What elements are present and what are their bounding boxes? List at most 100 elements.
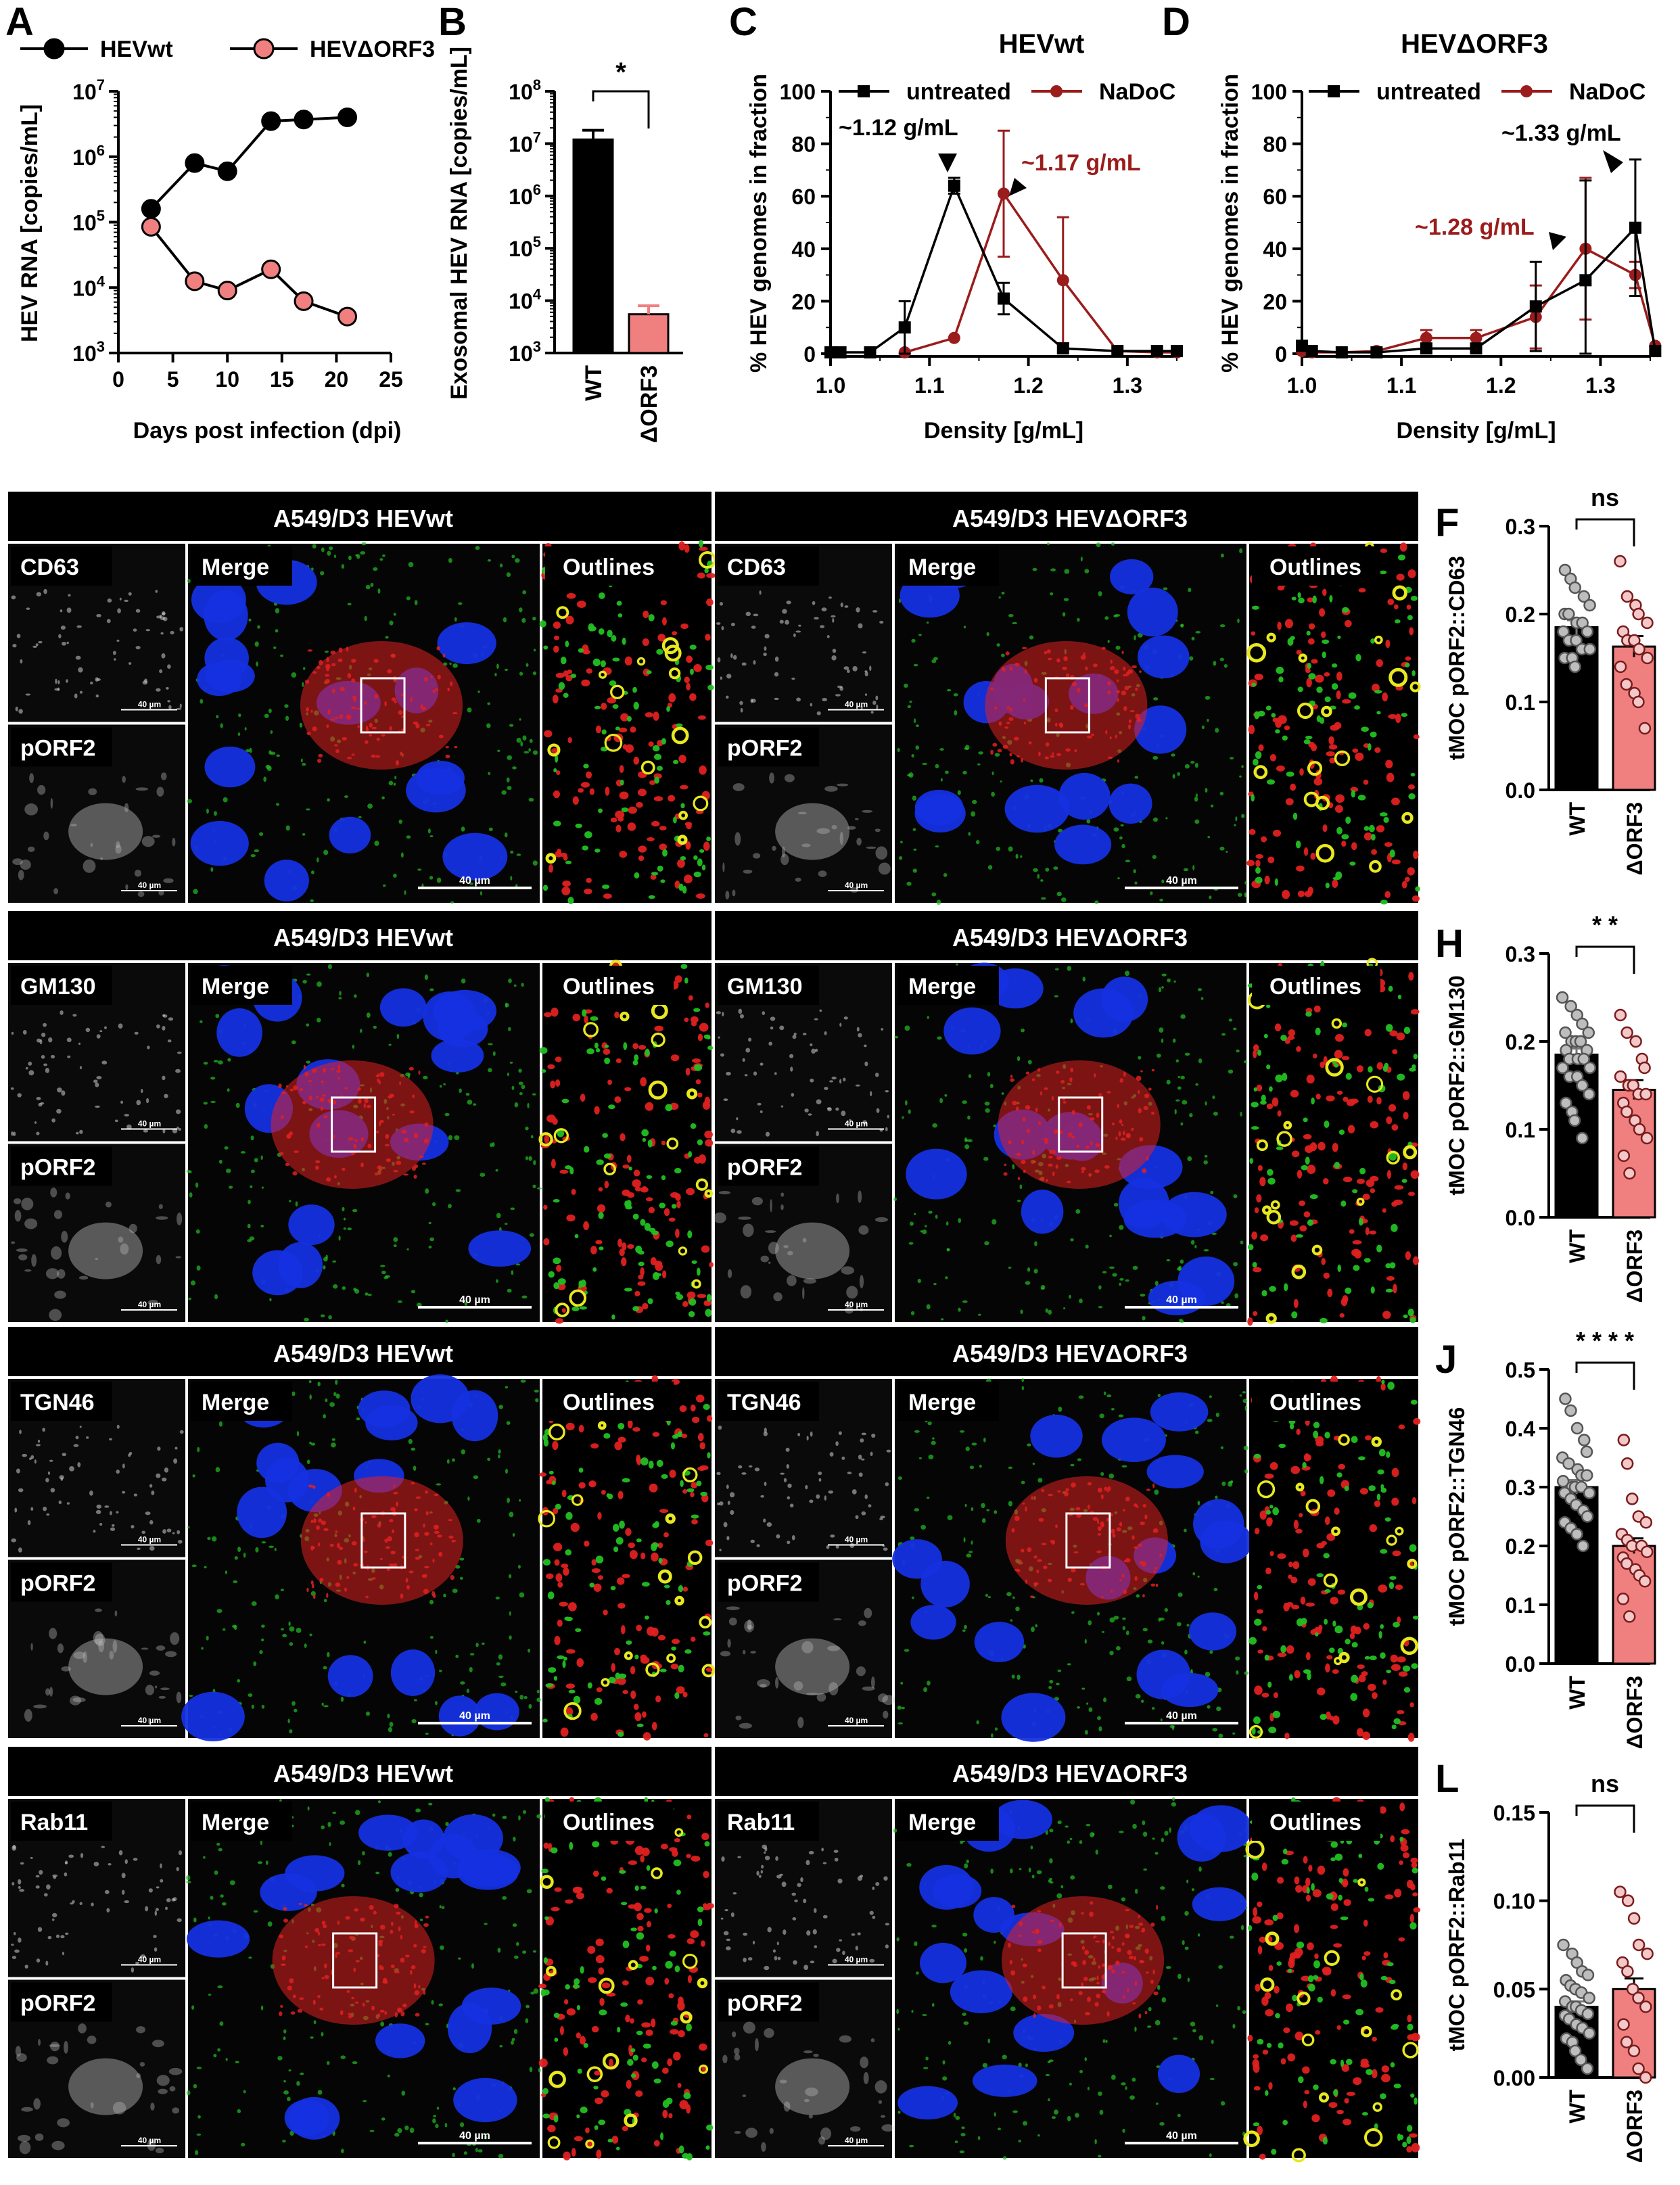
marker-speck [1094,900,1099,905]
porf2-speck [409,1110,415,1114]
marker-speck [515,558,520,563]
marker-speck [1212,1095,1215,1100]
signal-speck [75,655,81,660]
signal-speck [36,592,42,596]
porf2-speck [352,1506,356,1511]
marker-speck [359,1029,363,1033]
signal-speck [20,659,23,664]
marker-speck [331,1442,336,1448]
marker-outline [1403,1687,1411,1693]
porf2-outline [599,1998,605,2006]
marker-speck [1159,1617,1165,1621]
signal-speck [864,1494,868,1499]
marker-speck [1241,765,1244,768]
signal-speck [17,1093,22,1098]
marker-outline [620,779,624,786]
porf2-outline [1306,678,1312,688]
marker-outline [1261,1094,1266,1102]
porf2-speck [388,1095,392,1099]
porf2-speck [409,1066,414,1071]
marker-speck [365,1292,369,1296]
signal-speck [11,595,16,600]
porf2-outline [1292,1561,1300,1570]
signal-speck [810,1078,814,1083]
porf2-speck [451,1539,456,1543]
porf2-speck [351,659,356,663]
marker-speck [1176,1622,1182,1626]
marker-speck [538,2067,541,2073]
porf2-speck [318,660,323,665]
marker-speck [1161,986,1164,989]
signal-speck [819,1009,822,1012]
coloc-outline [620,1011,630,1022]
signal-speck [843,1016,848,1020]
porf2-outline [1391,1467,1399,1478]
signal-speck [716,1011,721,1014]
porf2-speck [375,755,381,758]
coloc-outline [699,1616,711,1629]
marker-speck [257,1861,263,1864]
signal-speck [792,1035,797,1039]
porf2-outline [684,1017,689,1023]
porf2-outline [1404,876,1410,883]
porf2-outline [1336,690,1341,700]
coloc-outline [1395,1526,1404,1536]
marker-speck [465,1092,470,1096]
marker-speck [967,1115,971,1120]
marker-speck [1126,1676,1132,1682]
porf2-outline [634,1186,642,1192]
porf2-speck [396,1501,399,1507]
marker-speck [1190,1240,1195,1245]
signal-speck [768,1261,771,1264]
marker-outline [1322,651,1326,659]
marker-speck [513,1955,519,1959]
coloc-outline [1331,1018,1343,1029]
marker-speck [424,974,429,980]
signal-speck [831,615,836,618]
signal-speck [831,1076,837,1080]
signal-speck [732,889,736,897]
marker-speck [1192,1572,1196,1576]
porf2-outline [1254,1685,1263,1695]
signal-speck [22,1030,27,1035]
porf2-outline [590,1246,597,1254]
marker-outline [548,1271,555,1278]
porf2-speck [1065,1488,1069,1492]
marker-speck [976,1720,979,1724]
signal-speck [32,645,37,648]
porf2-outline [552,1440,559,1451]
signal-speck [179,627,184,632]
signal-speck [862,809,873,813]
signal-speck [46,1513,50,1516]
signal-speck [839,1079,842,1084]
marker-speck [275,1594,279,1600]
nucleus [288,2096,340,2140]
marker-speck [518,1081,523,1085]
porf2-outline [554,1559,560,1566]
signal-speck [43,1063,47,1066]
marker-speck [512,1923,517,1927]
marker-outline [1378,1630,1382,1639]
marker-speck [484,2135,488,2140]
signal-speck [172,1532,175,1534]
signal-speck [818,1478,822,1482]
marker-speck [1032,1462,1035,1465]
marker-speck [446,1459,450,1464]
porf2-outline [1407,1733,1415,1742]
marker-outline [632,1060,638,1066]
porf2-speck [1017,1177,1021,1180]
marker-speck [969,1551,973,1553]
signal-speck [772,845,776,851]
marker-outline [549,1470,554,1475]
porf2-speck [389,726,392,731]
marker-outline [1411,669,1416,676]
coloc-outline [1389,667,1408,687]
merge-label: Merge [202,974,269,1000]
porf2-speck [377,2013,381,2017]
marker-speck [463,2151,467,2155]
porf2-outline [1407,784,1416,790]
marker-speck [327,1651,330,1658]
marker-speck [983,1437,986,1442]
marker-speck [526,2004,530,2008]
porf2-outline [613,1647,620,1655]
